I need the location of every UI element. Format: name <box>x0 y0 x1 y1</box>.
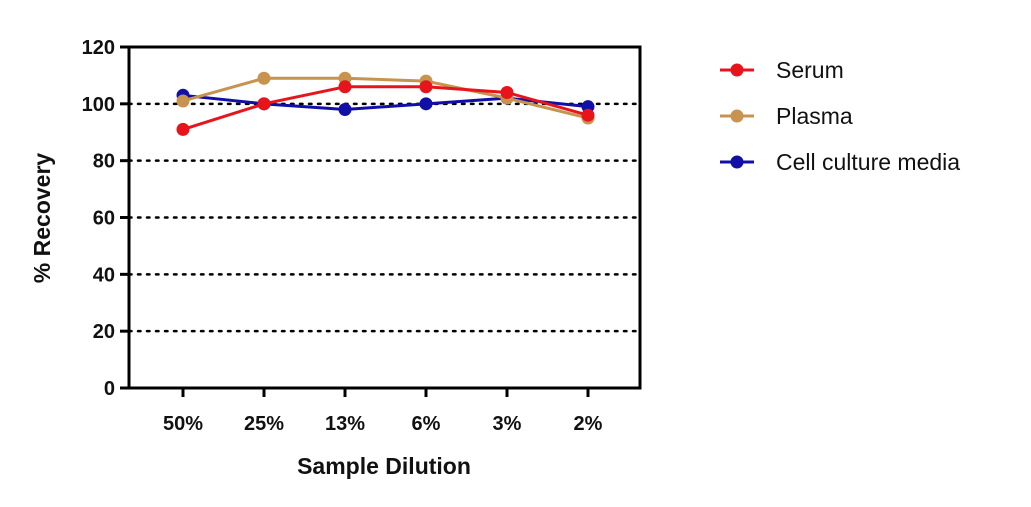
data-point <box>338 80 352 94</box>
x-tick-label: 13% <box>325 413 365 435</box>
data-point <box>257 71 271 85</box>
x-tick-label: 50% <box>163 413 203 435</box>
legend-marker <box>730 109 744 123</box>
x-tick-label: 2% <box>574 413 603 435</box>
series-line <box>182 93 589 112</box>
y-tick-label: 80 <box>93 151 115 173</box>
data-point <box>419 80 433 94</box>
x-tick-label: 3% <box>493 413 522 435</box>
legend-label: Serum <box>776 57 844 83</box>
y-axis-ticks: 0 20 40 60 80 100 120 <box>82 37 129 400</box>
gridlines <box>127 102 642 333</box>
series-line <box>182 85 589 131</box>
legend-item: Plasma <box>720 103 853 129</box>
series-layer <box>176 71 595 136</box>
legend-item: Cell culture media <box>720 149 960 175</box>
legend-label: Plasma <box>776 103 853 129</box>
series-serum <box>176 80 595 136</box>
x-tick-label: 6% <box>412 413 441 435</box>
data-point <box>338 103 352 117</box>
y-tick-label: 20 <box>93 321 115 343</box>
y-tick-label: 120 <box>82 37 115 59</box>
data-point <box>419 97 433 111</box>
data-point <box>176 122 190 136</box>
data-point <box>581 108 595 122</box>
y-tick-label: 40 <box>93 264 115 286</box>
series-line <box>182 76 589 120</box>
y-tick-label: 100 <box>82 94 115 116</box>
x-axis-title: Sample Dilution <box>297 453 471 479</box>
data-point <box>500 85 514 99</box>
legend: Serum Plasma Cell culture media <box>720 57 960 175</box>
legend-marker <box>730 155 744 169</box>
data-point <box>176 94 190 108</box>
legend-label: Cell culture media <box>776 149 960 175</box>
x-tick-label: 25% <box>244 413 284 435</box>
data-point <box>257 97 271 111</box>
x-axis-ticks: 50% 25% 13% 6% 3% 2% <box>163 388 603 435</box>
y-tick-label: 0 <box>104 378 115 400</box>
y-tick-label: 60 <box>93 208 115 230</box>
legend-marker <box>730 63 744 77</box>
y-axis-title: % Recovery <box>29 153 55 284</box>
legend-item: Serum <box>720 57 844 83</box>
